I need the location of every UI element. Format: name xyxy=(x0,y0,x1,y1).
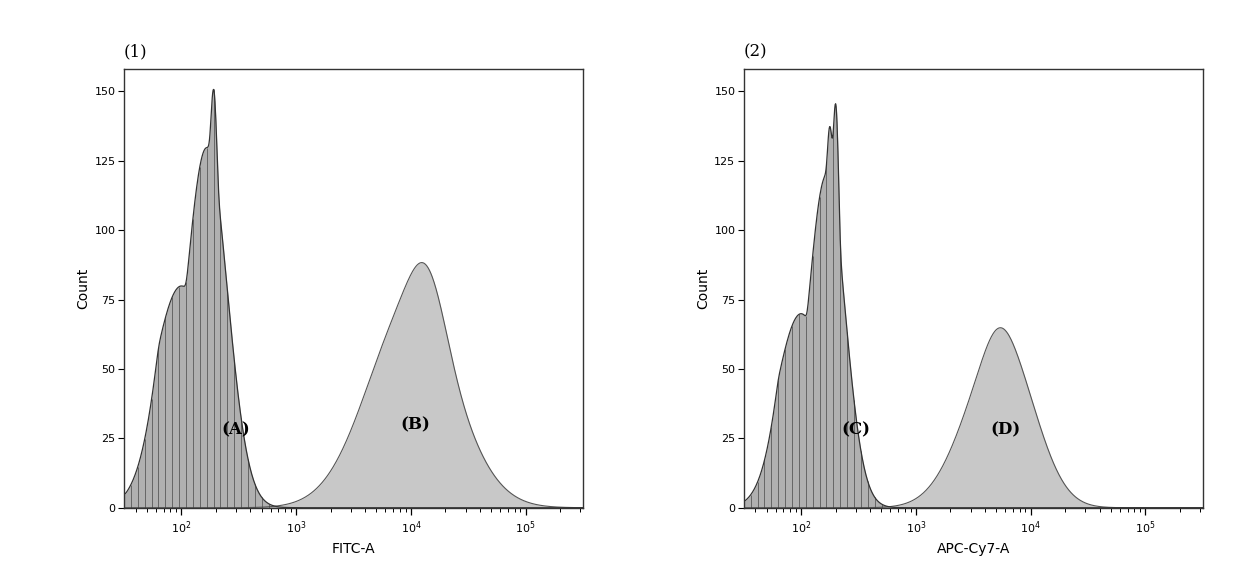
Text: (1): (1) xyxy=(124,43,148,61)
Y-axis label: Count: Count xyxy=(696,268,711,309)
Text: (2): (2) xyxy=(744,43,768,61)
X-axis label: FITC-A: FITC-A xyxy=(332,542,376,556)
Text: (B): (B) xyxy=(401,416,430,433)
Y-axis label: Count: Count xyxy=(77,268,91,309)
Text: (D): (D) xyxy=(990,422,1021,439)
Text: (A): (A) xyxy=(222,422,250,439)
X-axis label: APC-Cy7-A: APC-Cy7-A xyxy=(936,542,1009,556)
Text: (C): (C) xyxy=(842,422,870,439)
